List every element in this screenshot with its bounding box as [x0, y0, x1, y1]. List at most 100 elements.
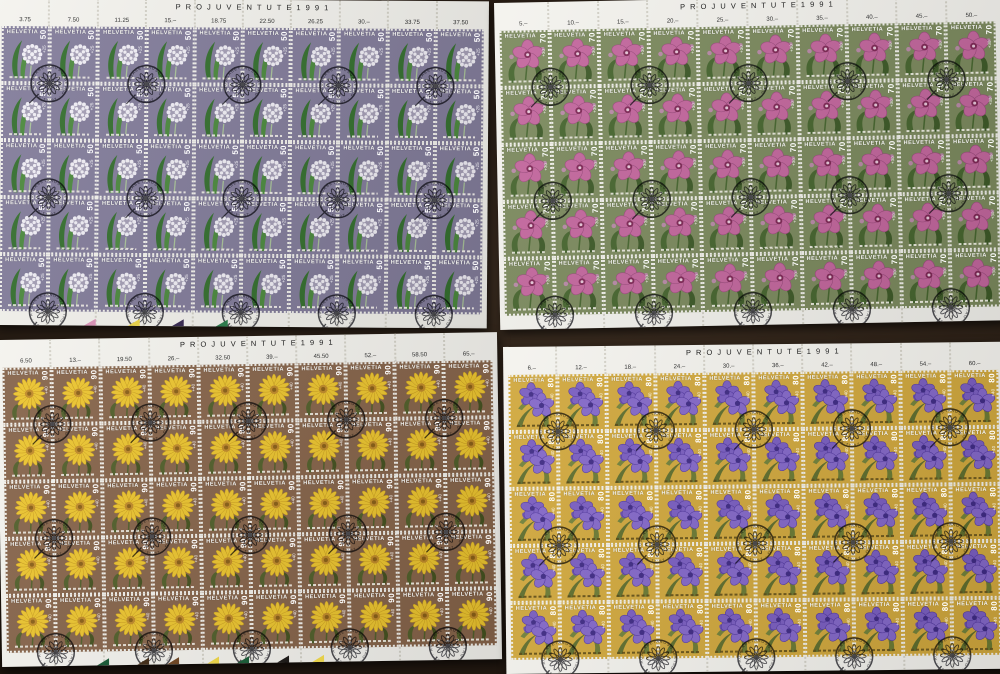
- surcharge-value: +40: [386, 380, 392, 389]
- micro-inscription: [763, 535, 796, 539]
- surcharge-value: +40: [845, 618, 851, 627]
- face-value: 80: [548, 605, 558, 616]
- face-value: 50: [86, 86, 96, 97]
- micro-inscription: [9, 133, 42, 136]
- country-label: HELVETIA: [755, 199, 788, 207]
- surcharge-value: +40: [45, 557, 52, 565]
- surcharge-value: +40: [942, 503, 948, 512]
- face-value: 50: [278, 201, 288, 212]
- face-value: 90: [338, 593, 348, 604]
- column-total: 3.75: [19, 17, 31, 24]
- country-label: HELVETIA: [57, 426, 90, 434]
- face-value: 80: [595, 433, 606, 444]
- country-label: HELVETIA: [662, 604, 695, 611]
- margin-column-cell: [6, 652, 57, 667]
- face-value: 90: [238, 481, 248, 492]
- column-total: 30.–: [358, 19, 370, 26]
- stamp: HELVETIA 50 +25: [337, 142, 387, 200]
- face-value: 80: [596, 490, 606, 501]
- face-value: 70: [542, 260, 552, 272]
- country-label: HELVETIA: [5, 143, 38, 150]
- surcharge-value: +40: [94, 556, 101, 565]
- surcharge-value: +40: [240, 440, 246, 448]
- micro-inscription: [715, 650, 748, 653]
- face-value: 80: [889, 373, 899, 384]
- country-label: HELVETIA: [449, 420, 482, 427]
- country-label: HELVETIA: [342, 202, 375, 209]
- face-value: 50: [326, 202, 336, 213]
- surcharge-value: +40: [844, 561, 850, 570]
- country-label: HELVETIA: [758, 431, 791, 439]
- face-value: 50: [183, 87, 193, 98]
- stamp: HELVETIA 70 +30: [751, 253, 803, 312]
- micro-inscription: [960, 647, 993, 651]
- country-label: HELVETIA: [904, 196, 937, 204]
- country-label: HELVETIA: [255, 537, 287, 544]
- country-label: HELVETIA: [399, 364, 432, 371]
- micro-inscription: [518, 595, 552, 598]
- country-label: HELVETIA: [515, 548, 547, 555]
- surcharge-value: +25: [40, 102, 46, 110]
- face-value: 70: [887, 140, 897, 151]
- micro-inscription: [714, 536, 747, 539]
- country-label: HELVETIA: [603, 31, 636, 38]
- micro-inscription: [201, 191, 234, 194]
- face-value: 50: [424, 31, 434, 42]
- country-label: HELVETIA: [563, 491, 596, 498]
- stamp: HELVETIA 70 +30: [503, 257, 555, 316]
- stamp: HELVETIA 70 +30: [900, 250, 952, 309]
- country-label: HELVETIA: [955, 486, 988, 494]
- face-value: 90: [93, 597, 103, 608]
- stamp: HELVETIA 80 +40: [655, 429, 706, 488]
- column-total: 15.–: [164, 18, 177, 25]
- stamp: HELVETIA 90 +40: [54, 537, 105, 596]
- face-value: 70: [835, 27, 845, 38]
- surcharge-value: +30: [540, 49, 547, 57]
- surcharge-value: +25: [474, 105, 480, 114]
- surcharge-value: +40: [646, 392, 653, 401]
- stamp: HELVETIA 70 +30: [551, 142, 602, 201]
- micro-inscription: [764, 649, 797, 653]
- micro-inscription: [441, 307, 474, 310]
- column-total: 36.–: [771, 363, 784, 370]
- surcharge-value: +25: [40, 216, 46, 224]
- surcharge-value: +30: [694, 274, 700, 282]
- face-value: 90: [237, 424, 247, 435]
- micro-inscription: [860, 477, 894, 481]
- micro-inscription: [346, 192, 379, 195]
- stamp: HELVETIA 80 +40: [608, 544, 658, 602]
- stamp: HELVETIA 50 +25: [193, 141, 243, 199]
- margin-column-cell: 10.–: [548, 0, 600, 30]
- stamp: HELVETIA 80 +40: [804, 599, 855, 657]
- surcharge-value: +40: [893, 560, 899, 569]
- face-value: 50: [375, 88, 385, 99]
- country-label: HELVETIA: [857, 487, 890, 495]
- country-label: HELVETIA: [608, 259, 640, 266]
- face-value: 80: [644, 433, 655, 444]
- column-total: 12.–: [575, 365, 587, 372]
- stamp: HELVETIA 50 +25: [144, 198, 194, 256]
- face-value: 90: [236, 367, 246, 378]
- stamp: HELVETIA 90 +40: [6, 595, 56, 653]
- face-value: 80: [987, 372, 997, 383]
- country-label: HELVETIA: [392, 31, 424, 38]
- surcharge-value: +40: [143, 498, 149, 507]
- country-label: HELVETIA: [354, 592, 386, 600]
- face-value: 70: [587, 32, 597, 43]
- stamp: HELVETIA 70 +30: [851, 251, 902, 310]
- country-label: HELVETIA: [754, 142, 787, 150]
- face-value: 90: [138, 368, 148, 379]
- micro-inscription: [442, 193, 475, 196]
- surcharge-value: +30: [592, 162, 598, 170]
- surcharge-value: +40: [891, 389, 898, 398]
- stamp: HELVETIA 70 +30: [799, 138, 850, 197]
- face-value: 70: [641, 259, 651, 270]
- country-label: HELVETIA: [752, 28, 785, 36]
- stamp: HELVETIA 80 +40: [949, 426, 1000, 485]
- micro-inscription: [298, 78, 331, 81]
- micro-inscription: [57, 133, 90, 136]
- margin-column-cell: [290, 313, 339, 328]
- country-label: HELVETIA: [858, 544, 890, 552]
- micro-inscription: [615, 423, 648, 426]
- stamp: HELVETIA 80 +40: [557, 430, 608, 489]
